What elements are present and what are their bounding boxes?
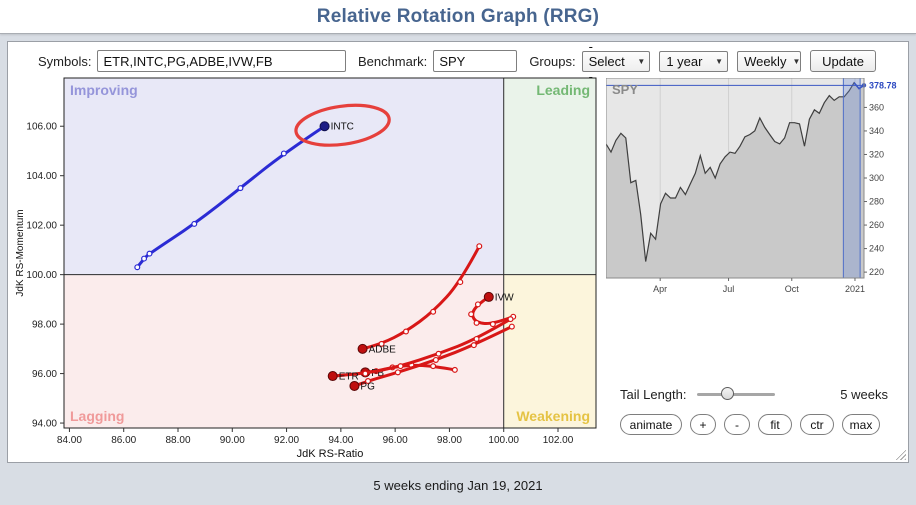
quadrant-improving [64,78,504,275]
svg-text:102.00: 102.00 [26,221,57,232]
tail-length-value: 5 weeks [840,386,888,402]
series-ADBE: ADBE [357,243,483,355]
svg-text:92.00: 92.00 [274,435,299,446]
page-title: Relative Rotation Graph (RRG) [316,6,600,27]
update-button[interactable]: Update [810,50,876,72]
svg-text:96.00: 96.00 [383,435,408,446]
symbols-label: Symbols: [38,53,92,69]
groups-select[interactable]: - Select - ▼ [581,39,651,84]
tail-length-slider[interactable] [696,387,775,401]
symbol-dot-INTC[interactable] [319,121,330,132]
symbol-label-ETR: ETR [339,372,359,383]
symbol-label-ADBE: ADBE [369,344,397,355]
zoom-in-button[interactable]: + [690,414,716,435]
svg-text:Apr: Apr [653,284,667,294]
spy-last-price: 378.78 [869,80,897,90]
quadrant-weakening [503,274,596,428]
quadrant-lagging [64,274,504,428]
symbol-dot-PG[interactable] [349,380,360,391]
svg-text:84.00: 84.00 [57,435,82,446]
svg-text:102.00: 102.00 [543,435,574,446]
series-ETR: ETR [327,316,514,383]
fit-button[interactable]: fit [758,414,792,435]
tail-window-band [843,78,861,278]
svg-text:98.00: 98.00 [32,320,57,331]
interval-select[interactable]: Weekly ▼ [737,50,802,72]
quadrant-label-improving: Improving [70,82,138,98]
zoom-out-button[interactable]: - [724,414,750,435]
spy-symbol-label: SPY [612,82,638,97]
chevron-down-icon: ▼ [715,56,724,66]
svg-text:94.00: 94.00 [328,435,353,446]
chevron-down-icon: ▼ [637,56,646,66]
benchmark-chart[interactable]: 360 340 320 300 280 260 240 220 378.78 Apr Jul Oct 2… [605,77,909,304]
svg-text:88.00: 88.00 [165,435,190,446]
symbols-input[interactable] [97,50,346,72]
rrg-y-axis-title: JdK RS-Momentum [15,209,26,296]
svg-text:100.00: 100.00 [488,435,519,446]
groups-select-value: - Select - [588,38,625,84]
symbol-label-FB: FB [371,368,384,379]
svg-text:106.00: 106.00 [26,122,57,133]
spy-price-line [605,81,865,262]
animate-button[interactable]: animate [620,414,682,435]
slider-thumb[interactable] [720,387,734,400]
symbol-dot-ETR[interactable] [327,371,338,382]
svg-text:340: 340 [869,126,884,136]
svg-text:320: 320 [869,149,884,159]
benchmark-label: Benchmark: [357,53,428,69]
svg-text:220: 220 [869,267,884,277]
ctr-button[interactable]: ctr [800,414,834,435]
rrg-chart[interactable]: Improving Leading Lagging Weakening 84.00 86.… [14,76,602,460]
rrg-x-axis-title: JdK RS-Ratio [297,448,364,460]
series-INTC: INTC [134,121,354,271]
svg-text:104.00: 104.00 [26,171,57,182]
symbol-label-PG: PG [360,381,375,392]
tail-length-label: Tail Length: [620,386,687,402]
rrg-panel: Symbols: Benchmark: Groups: - Select - ▼… [7,39,909,463]
svg-text:240: 240 [869,244,884,254]
series-PG: PG [349,323,515,392]
app-header: Relative Rotation Graph (RRG) [0,0,916,34]
groups-label: Groups: [529,53,576,69]
chevron-down-icon: ▼ [792,56,801,66]
svg-text:300: 300 [869,173,884,183]
slider-track[interactable] [696,393,775,396]
chart-controls: animate + - fit ctr max [620,414,880,435]
symbol-label-INTC: INTC [331,122,354,133]
svg-text:280: 280 [869,197,884,207]
toolbar: Symbols: Benchmark: Groups: - Select - ▼… [8,39,908,84]
quadrant-leading [503,78,596,275]
tail-length-row: Tail Length: 5 weeks [620,385,904,403]
svg-text:2021: 2021 [845,284,865,294]
svg-text:100.00: 100.00 [26,270,57,281]
intc-highlight-ellipse [294,103,391,147]
svg-text:360: 360 [869,102,884,112]
svg-text:260: 260 [869,220,884,230]
symbol-label-IVW: IVW [495,292,514,303]
symbol-dot-IVW[interactable] [483,291,494,302]
rrg-plot-border [63,77,597,429]
quadrant-label-weakening: Weakening [516,408,590,424]
benchmark-input[interactable] [433,50,518,72]
svg-text:94.00: 94.00 [32,419,57,430]
period-select[interactable]: 1 year ▼ [659,50,729,72]
symbol-dot-ADBE[interactable] [357,343,368,354]
quadrant-label-leading: Leading [536,82,590,98]
interval-select-value: Weekly [744,53,787,69]
svg-text:Jul: Jul [723,284,735,294]
period-select-value: 1 year [666,53,703,69]
svg-text:86.00: 86.00 [111,435,136,446]
quadrant-label-lagging: Lagging [70,408,124,424]
footer-caption: 5 weeks ending Jan 19, 2021 [373,478,543,493]
svg-text:90.00: 90.00 [220,435,245,446]
max-button[interactable]: max [842,414,880,435]
resize-handle[interactable] [893,447,906,460]
svg-text:96.00: 96.00 [32,369,57,380]
svg-text:98.00: 98.00 [437,435,462,446]
svg-text:Oct: Oct [785,284,800,294]
